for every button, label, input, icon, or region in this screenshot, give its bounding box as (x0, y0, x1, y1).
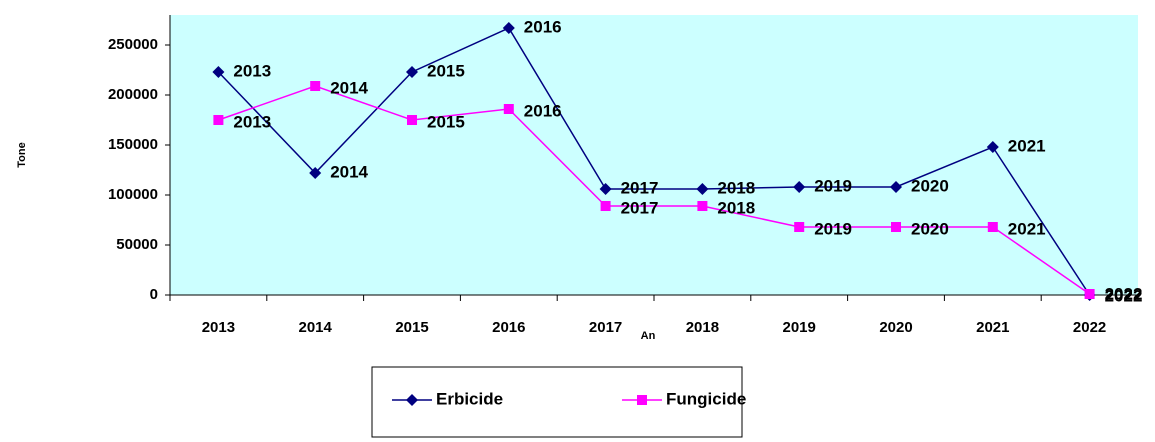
data-point (407, 115, 417, 125)
data-point (793, 181, 806, 193)
y-tick-label: 150000 (108, 136, 158, 153)
data-label: 2013 (233, 112, 271, 131)
data-label: 2017 (621, 178, 659, 197)
legend-marker (637, 395, 647, 405)
data-label: 2014 (330, 78, 368, 97)
data-label: 2019 (814, 176, 852, 195)
x-tick-label: 2018 (686, 319, 719, 336)
data-label: 2021 (1008, 136, 1046, 155)
y-axis-label: Tone (16, 142, 28, 167)
data-point (890, 181, 902, 193)
data-label: 2015 (427, 61, 465, 80)
legend-box (371, 366, 743, 438)
data-point (891, 222, 901, 232)
data-point (697, 201, 708, 211)
data-label: 2021 (1008, 219, 1046, 238)
data-point (599, 183, 612, 195)
data-label: 2016 (524, 101, 562, 120)
x-tick-label: 2013 (202, 319, 235, 336)
data-label: 2020 (911, 219, 949, 238)
x-tick-label: 2014 (299, 319, 333, 336)
plot-area (170, 15, 1138, 295)
x-tick-label: 2020 (879, 319, 912, 336)
data-label: 2015 (427, 112, 465, 131)
data-label: 2020 (911, 176, 949, 195)
x-tick-label: 2015 (395, 319, 428, 336)
data-label: 2014 (330, 162, 368, 181)
data-point (213, 115, 224, 125)
x-tick-label: 2022 (1073, 319, 1106, 336)
legend-label: Fungicide (666, 389, 746, 408)
x-tick-label: 2021 (976, 319, 1009, 336)
data-point (309, 167, 322, 179)
data-point (503, 104, 514, 114)
data-label: 2019 (814, 219, 852, 238)
data-point (600, 201, 611, 211)
y-tick-label: 250000 (108, 36, 158, 53)
y-tick-label: 100000 (108, 186, 158, 203)
data-label: 2013 (233, 61, 271, 80)
data-point (310, 81, 321, 91)
x-tick-label: 2017 (589, 319, 622, 336)
y-tick-label: 200000 (108, 86, 158, 103)
data-label: 2018 (717, 198, 755, 217)
legend-label: Erbicide (436, 389, 503, 408)
series-line (218, 85, 1091, 295)
data-point (696, 183, 709, 195)
y-tick-label: 0 (150, 286, 158, 303)
x-tick-label: 2019 (783, 319, 816, 336)
data-point (986, 141, 999, 153)
data-point (406, 66, 418, 78)
data-label: 2016 (524, 17, 562, 36)
data-point (1084, 289, 1095, 299)
data-label: 2018 (717, 178, 755, 197)
legend-marker (406, 394, 418, 406)
data-label: 2022 (1105, 286, 1143, 305)
data-point (212, 66, 225, 78)
series-line (217, 27, 1091, 296)
data-label: 2017 (621, 198, 659, 217)
y-tick-label: 50000 (116, 236, 158, 253)
data-label: 2022 (1105, 284, 1143, 303)
x-tick-label: 2016 (492, 319, 525, 336)
data-point (502, 22, 515, 34)
x-axis-label: An (641, 330, 656, 342)
data-point (794, 222, 805, 232)
data-point (987, 222, 998, 232)
